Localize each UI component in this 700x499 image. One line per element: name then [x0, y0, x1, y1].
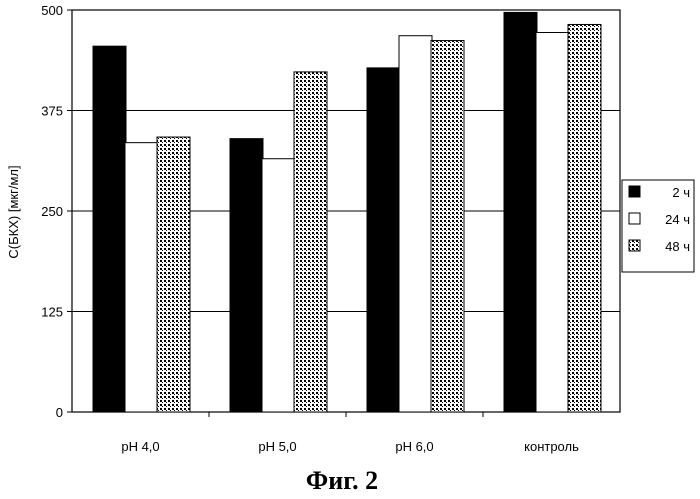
y-tick-label: 375	[41, 104, 63, 119]
y-axis-label: С(БКХ) [мкг/мл]	[6, 165, 21, 258]
legend: 2 ч 24 ч 48 ч	[622, 180, 694, 272]
y-tick-label: 0	[56, 405, 63, 420]
bar-2ч-3	[504, 12, 537, 412]
bar-48ч-2	[431, 41, 464, 412]
bar-48ч-3	[568, 24, 601, 412]
x-tick-label: pH 5,0	[258, 439, 296, 454]
bar-2ч-1	[230, 139, 263, 412]
bar-48ч-1	[294, 72, 327, 412]
legend-swatch	[629, 186, 640, 197]
bar-48ч-0	[157, 137, 190, 412]
bar-24ч-2	[399, 36, 432, 412]
x-tick-label: pH 4,0	[121, 439, 159, 454]
bar-2ч-2	[367, 68, 400, 412]
y-tick-label: 125	[41, 305, 63, 320]
y-tick-label: 500	[41, 3, 63, 18]
figure-caption: Фиг. 2	[306, 466, 378, 495]
x-axis-ticks: pH 4,0 pH 5,0 pH 6,0 контроль	[121, 412, 579, 454]
x-tick-label: pH 6,0	[395, 439, 433, 454]
x-tick-label: контроль	[524, 439, 579, 454]
legend-label: 24 ч	[665, 212, 690, 227]
legend-swatch	[629, 213, 640, 224]
y-axis-ticks: 0 125 250 375 500	[41, 3, 72, 420]
bar-24ч-3	[536, 33, 569, 412]
bar-2ч-0	[93, 46, 126, 412]
legend-label: 48 ч	[665, 239, 690, 254]
y-tick-label: 250	[41, 204, 63, 219]
legend-swatch	[629, 240, 640, 251]
bar-24ч-1	[262, 159, 295, 412]
bar-24ч-0	[125, 143, 158, 412]
legend-label: 2 ч	[672, 185, 690, 200]
bars-group	[93, 12, 601, 412]
